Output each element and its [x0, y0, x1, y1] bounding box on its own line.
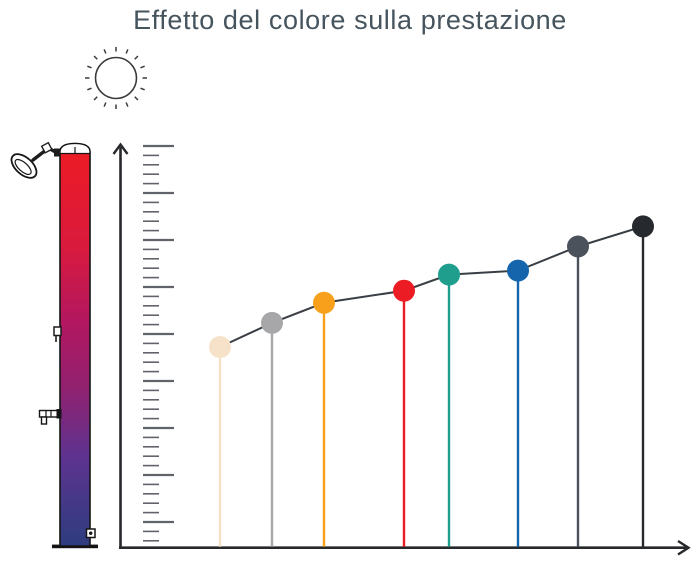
sun-ray: [87, 65, 92, 69]
sun-ray: [93, 96, 98, 101]
shower-valve: [85, 528, 96, 539]
sun-ray: [103, 49, 107, 54]
shower-tap: [38, 409, 62, 425]
sun-rays: [85, 47, 147, 109]
shower-arm-mount: [54, 148, 60, 157]
sun-ray: [140, 87, 145, 91]
solar-shower-icon: [10, 141, 98, 549]
x-axis-arrow-icon: [677, 539, 691, 556]
marker-panel-blue: [507, 259, 529, 282]
chart-axes: [112, 142, 691, 556]
sun-ray: [140, 65, 145, 69]
page-title: Effetto del colore sulla prestazione: [133, 5, 567, 35]
sun-ray: [134, 55, 139, 60]
marker-panel-light-gray: [261, 311, 283, 334]
marker-panel-teal: [438, 263, 460, 286]
sun-ray: [134, 96, 139, 101]
marker-panel-cream: [209, 336, 231, 358]
sun-ray: [103, 102, 107, 107]
performance-chart: [209, 215, 654, 547]
shower-arm-joint: [40, 141, 53, 154]
sun-ray: [87, 87, 92, 91]
marker-panel-dark-gray: [567, 235, 589, 258]
sun-ray: [125, 49, 129, 54]
shower-head-icon: [10, 153, 38, 179]
sun-disc: [94, 56, 138, 100]
sun-icon: [85, 47, 147, 109]
marker-panel-black: [632, 215, 654, 238]
marker-panel-orange: [313, 291, 335, 314]
shower-hook: [53, 326, 62, 342]
sun-ray: [93, 55, 98, 60]
marker-panel-red: [393, 279, 415, 302]
y-axis-arrow-icon: [112, 142, 129, 155]
shower-column: [59, 142, 91, 547]
ruler-scale: [143, 144, 174, 542]
sun-ray: [125, 102, 129, 107]
